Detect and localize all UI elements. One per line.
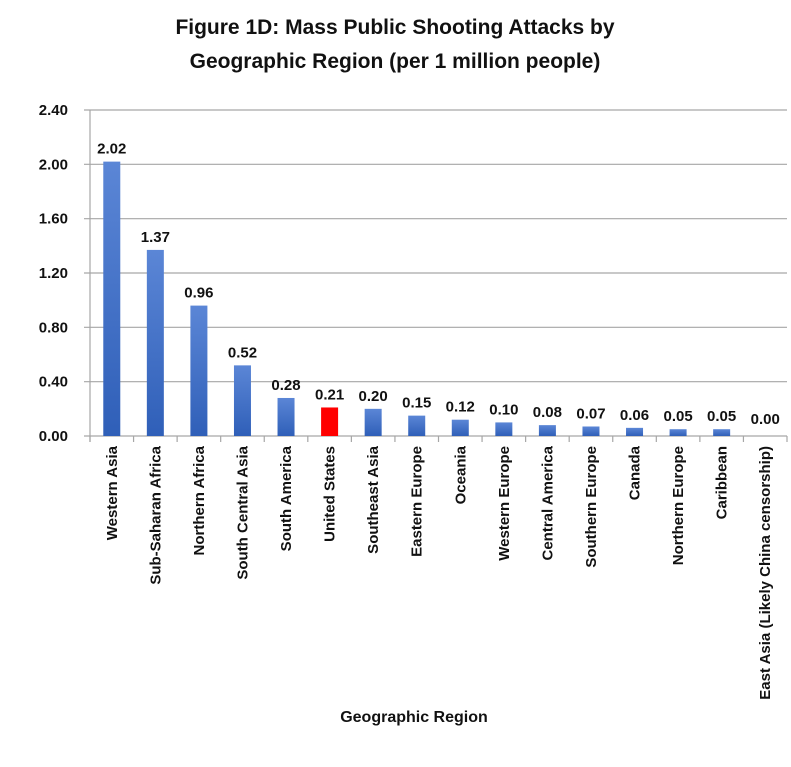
y-axis-ticks: 0.00 0.40 0.80 1.20 1.60 2.00 2.40 [39,102,68,445]
category-label: Southern Europe [583,446,600,568]
category-label: Northern Europe [670,446,687,565]
bar [538,425,556,436]
category-label: Northern Africa [191,445,208,555]
bar [626,427,644,436]
data-label: 0.05 [663,408,692,425]
category-label: Caribbean [714,446,731,519]
y-tick-label: 2.40 [39,102,68,119]
bar [190,305,208,436]
category-label: Western Europe [496,446,513,561]
data-label: 0.28 [271,377,300,394]
data-label: 0.06 [620,407,649,424]
data-label: 0.96 [184,285,213,302]
category-label: South Central Asia [234,445,251,579]
chart-title-line-2: Geographic Region (per 1 million people) [190,50,601,73]
x-axis-label: Geographic Region [340,709,488,726]
category-label: Oceania [452,445,469,504]
category-label: Central America [539,445,556,560]
data-label: 2.02 [97,141,126,158]
data-labels: 2.02 1.37 0.96 0.52 0.28 0.21 0.20 0.15 0.12 0.10… [97,141,780,428]
y-tick-label: 0.00 [39,428,68,445]
y-tick-label: 0.40 [39,374,68,391]
data-label: 0.08 [533,404,562,421]
chart-title-line-1: Figure 1D: Mass Public Shooting Attacks … [175,16,614,39]
y-tick-label: 1.20 [39,265,68,282]
y-tick-label: 0.80 [39,319,68,336]
y-tick-label: 1.60 [39,211,68,228]
x-axis-categories: Western Asia Sub-Saharan Africa Northern A… [104,445,774,699]
bar [669,429,687,436]
bar [408,415,426,436]
data-label: 0.12 [446,399,475,416]
data-label: 1.37 [141,229,170,246]
data-label: 0.15 [402,395,431,412]
y-tick-label: 2.00 [39,156,68,173]
bar [146,249,164,436]
bar [713,429,731,436]
bar [233,365,251,436]
bar [582,426,600,436]
category-label: Canada [627,445,644,500]
data-label: 0.52 [228,344,257,361]
category-label: United States [322,446,339,542]
data-label: 0.21 [315,386,344,403]
category-label: East Asia (Likely China censorship) [757,446,774,700]
bar [364,408,382,436]
category-label: Sub-Saharan Africa [147,445,164,584]
data-label: 0.10 [489,401,518,418]
bar [321,407,339,436]
category-label: Southeast Asia [365,445,382,553]
data-label: 0.20 [359,388,388,405]
bar [495,422,513,436]
bars [103,161,731,436]
data-label: 0.07 [576,405,605,422]
category-label: Western Asia [104,445,121,540]
category-label: Eastern Europe [409,446,426,557]
gridlines [84,109,788,442]
bar [103,161,121,436]
data-label: 0.05 [707,408,736,425]
data-label: 0.00 [751,411,780,428]
category-label: South America [278,445,295,551]
bar [277,397,295,436]
bar [451,419,469,436]
